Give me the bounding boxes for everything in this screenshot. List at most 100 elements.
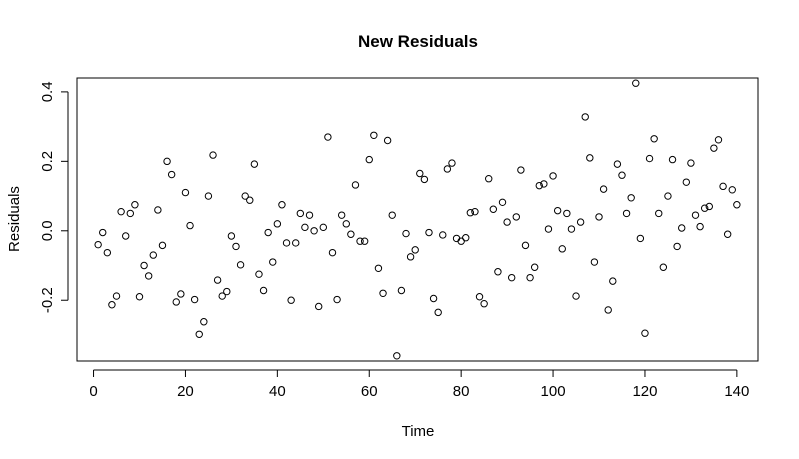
data-point (489, 205, 498, 213)
data-point (705, 202, 713, 211)
data-point (700, 204, 709, 212)
data-point (333, 295, 341, 304)
data-point (108, 301, 116, 309)
data-point (181, 188, 190, 197)
y-tick-label: -0.2 (39, 287, 56, 313)
data-point (278, 201, 286, 209)
data-point (475, 293, 484, 301)
data-point (273, 220, 282, 228)
data-point (360, 237, 369, 245)
data-point (223, 287, 231, 296)
data-point (498, 198, 507, 207)
data-point (186, 221, 194, 230)
data-point (393, 352, 401, 360)
data-point (723, 230, 732, 238)
data-point (558, 245, 566, 253)
data-point (659, 263, 668, 271)
data-point (719, 182, 727, 191)
data-point (177, 290, 185, 298)
data-point (310, 227, 318, 235)
data-point (154, 206, 162, 214)
data-point (397, 286, 406, 295)
data-point (163, 157, 171, 166)
data-point (517, 166, 525, 174)
data-point (544, 225, 553, 233)
data-point (301, 223, 309, 232)
data-point (425, 228, 433, 237)
data-point (209, 151, 217, 159)
data-point (406, 253, 415, 261)
data-point (710, 144, 718, 152)
data-point (462, 234, 470, 242)
data-point (696, 222, 704, 231)
data-point (576, 218, 585, 226)
data-point (655, 209, 663, 218)
data-point (287, 296, 295, 304)
data-point (429, 294, 438, 303)
x-tick-label: 140 (724, 383, 749, 400)
data-point (664, 192, 672, 200)
chart-title: New Residuals (358, 32, 478, 51)
y-tick-label: 0.2 (39, 151, 56, 172)
data-point (645, 154, 654, 163)
data-point (140, 261, 148, 270)
data-point (673, 242, 681, 251)
data-point (347, 230, 355, 238)
x-tick-label: 100 (541, 383, 566, 400)
data-point (379, 289, 387, 297)
data-point (172, 298, 180, 306)
data-point (259, 286, 268, 295)
data-point (563, 209, 571, 218)
data-point (292, 239, 300, 247)
data-point (342, 220, 350, 228)
data-point (448, 159, 456, 167)
data-point (94, 240, 102, 249)
data-point (632, 79, 640, 87)
data-point (117, 207, 125, 216)
x-axis: 0 20 40 60 80 100 120 140 (89, 369, 749, 400)
data-point (135, 293, 144, 301)
data-point (383, 136, 392, 145)
data-point (158, 241, 167, 250)
y-axis-label: Residuals (6, 186, 23, 252)
data-point (241, 192, 249, 200)
data-point (122, 232, 130, 240)
data-point (319, 223, 327, 232)
y-axis: -0.2 0.0 0.2 0.4 (39, 81, 69, 313)
data-point (599, 185, 608, 193)
data-point (200, 318, 208, 326)
data-point (269, 258, 277, 266)
data-point (126, 209, 135, 218)
data-point (282, 239, 291, 247)
data-point (434, 308, 442, 317)
data-point (609, 277, 617, 285)
data-point (530, 263, 539, 271)
data-point (227, 232, 236, 240)
data-point (503, 218, 511, 226)
data-point (195, 330, 203, 338)
data-point (103, 248, 112, 257)
data-point (356, 237, 364, 245)
data-point (650, 135, 658, 143)
data-point (682, 178, 691, 186)
data-point (112, 292, 121, 300)
data-point (305, 211, 314, 219)
data-point (466, 209, 475, 217)
data-point (512, 213, 520, 221)
data-point (443, 165, 452, 173)
data-point (236, 261, 245, 269)
y-tick-label: 0.4 (39, 81, 56, 102)
data-point (439, 231, 447, 239)
data-points (94, 79, 741, 360)
data-point (526, 273, 534, 282)
data-point (627, 194, 635, 202)
x-tick-label: 0 (89, 383, 97, 400)
data-point (218, 292, 226, 300)
data-point (264, 228, 272, 237)
data-point (714, 136, 723, 144)
data-point (190, 295, 199, 304)
data-point (622, 209, 631, 218)
data-point (149, 251, 157, 259)
data-point (618, 171, 626, 179)
data-point (416, 169, 424, 178)
